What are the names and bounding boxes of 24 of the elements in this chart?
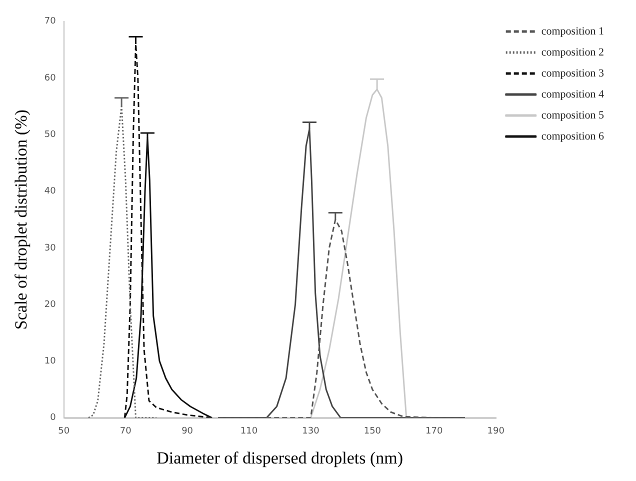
y-tick-label: 0: [50, 413, 56, 424]
x-tick-label: 110: [240, 426, 258, 437]
x-tick-label: 70: [120, 426, 132, 437]
x-tick-label: 190: [487, 426, 505, 437]
y-tick-label: 50: [44, 130, 56, 140]
x-tick-label: 170: [426, 426, 444, 437]
x-tick-label: 50: [58, 426, 70, 437]
x-tick-label: 90: [182, 426, 194, 437]
x-axis-title: Diameter of dispersed droplets (nm): [156, 448, 404, 468]
y-tick-label: 60: [44, 73, 56, 84]
legend-label: composition 3: [541, 67, 604, 80]
y-tick-label: 10: [44, 356, 56, 367]
legend-label: composition 4: [541, 88, 604, 100]
x-tick-label: 150: [364, 426, 382, 437]
legend-label: composition 6: [541, 130, 604, 142]
y-tick-label: 40: [44, 186, 56, 197]
y-axis-title: Scale of droplet distribution (%): [12, 110, 31, 330]
legend-label: composition 5: [541, 109, 604, 122]
y-tick-label: 20: [44, 300, 56, 310]
legend-label: composition 2: [541, 46, 604, 58]
x-tick-label: 130: [302, 426, 320, 437]
legend-label: composition 1: [541, 25, 604, 38]
y-tick-label: 30: [44, 243, 56, 254]
y-tick-label: 70: [44, 16, 56, 27]
